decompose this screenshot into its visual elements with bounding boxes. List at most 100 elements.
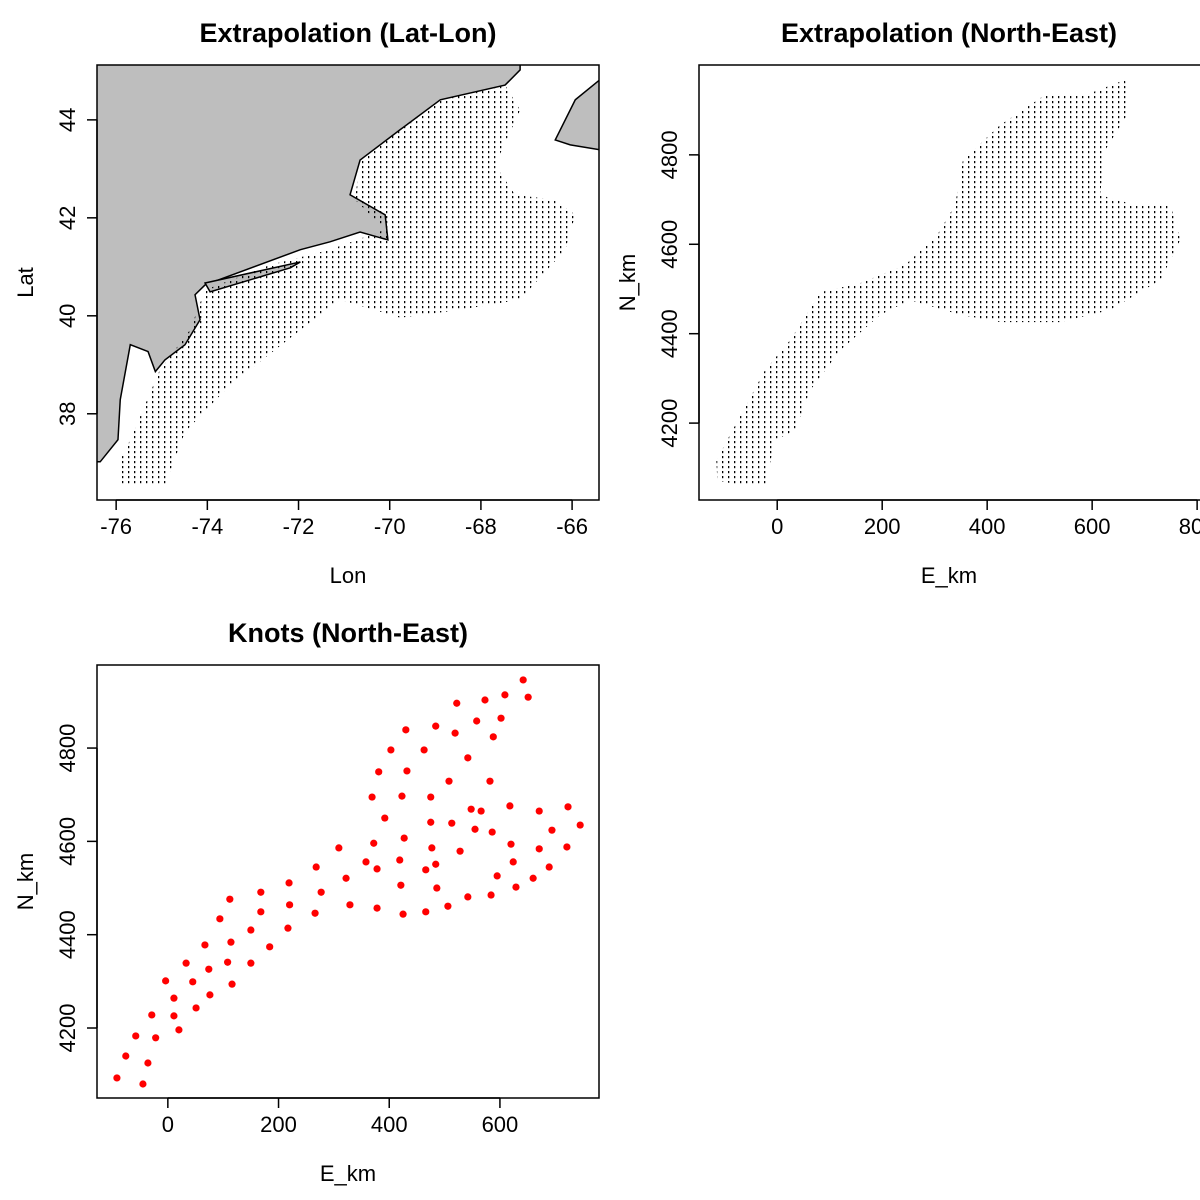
knot: [227, 938, 235, 946]
x-tick-label: -66: [556, 514, 588, 539]
plot-area: [716, 79, 1181, 486]
plot-area: [97, 65, 599, 485]
x-tick-label: -74: [191, 514, 223, 539]
knot: [144, 1059, 152, 1067]
chart-title: Knots (North-East): [228, 618, 468, 648]
knot: [286, 901, 294, 909]
x-tick-label: 200: [260, 1112, 297, 1137]
y-tick-label: 4600: [55, 817, 80, 866]
knot: [224, 958, 232, 966]
knot: [422, 908, 430, 916]
knot: [433, 884, 441, 892]
knot: [170, 1012, 178, 1020]
knot: [228, 980, 236, 988]
x-axis-title: E_km: [320, 1161, 376, 1186]
y-axis-title: N_km: [13, 853, 38, 910]
knot: [370, 839, 378, 847]
knot: [486, 777, 494, 785]
x-tick-label: 0: [162, 1112, 174, 1137]
knot: [247, 926, 255, 934]
knot: [420, 746, 428, 754]
x-tick-label: 800: [1179, 514, 1200, 539]
knot: [427, 793, 435, 801]
x-tick-label: 400: [969, 514, 1006, 539]
knot: [512, 883, 520, 891]
x-tick-label: 200: [864, 514, 901, 539]
y-tick-label: 40: [55, 304, 80, 328]
panel: 0 200 400 600 4200 4400 4600 4800 Knots (North-E…: [13, 618, 600, 1186]
knot: [535, 807, 543, 815]
x-tick-label: -70: [374, 514, 406, 539]
knot: [162, 977, 170, 985]
plot-area: [113, 676, 584, 1088]
knot: [453, 699, 461, 707]
y-tick-label: 44: [55, 108, 80, 132]
knot: [477, 807, 485, 815]
knot: [206, 991, 214, 999]
knot: [317, 888, 325, 896]
knot: [471, 825, 479, 833]
knot: [148, 1011, 156, 1019]
knot: [284, 924, 292, 932]
x-tick-label: -76: [100, 514, 132, 539]
knot: [399, 910, 407, 918]
knot: [422, 866, 430, 874]
knot: [397, 881, 405, 889]
knot: [346, 901, 354, 909]
knot: [564, 803, 572, 811]
y-tick-label: 4800: [657, 130, 682, 179]
knot: [535, 845, 543, 853]
knot: [266, 943, 274, 951]
knot: [387, 746, 395, 754]
knot: [456, 847, 464, 855]
x-tick-label: 400: [371, 1112, 408, 1137]
knot: [489, 733, 497, 741]
knot: [373, 904, 381, 912]
knot: [381, 814, 389, 822]
knot: [182, 959, 190, 967]
knot: [139, 1080, 147, 1088]
knot: [152, 1034, 160, 1042]
knot: [396, 856, 404, 864]
knot: [400, 834, 408, 842]
knot: [368, 793, 376, 801]
knot: [451, 729, 459, 737]
knot: [113, 1074, 121, 1082]
knot: [448, 819, 456, 827]
knot: [432, 860, 440, 868]
knot: [373, 865, 381, 873]
knot: [519, 676, 527, 684]
knot: [444, 902, 452, 910]
knot: [122, 1052, 130, 1060]
y-axis-title: N_km: [615, 254, 640, 311]
knot: [524, 693, 532, 701]
knot: [335, 844, 343, 852]
knot: [342, 874, 350, 882]
extrapolation-region: [716, 79, 1181, 486]
knot: [189, 978, 197, 986]
knot: [548, 826, 556, 834]
knot: [205, 965, 213, 973]
knot: [398, 792, 406, 800]
y-tick-label: 4400: [55, 910, 80, 959]
knot: [175, 1026, 183, 1034]
knot: [362, 858, 370, 866]
chart-title: Extrapolation (North-East): [781, 18, 1117, 48]
knot: [507, 840, 515, 848]
x-axis-title: E_km: [921, 563, 977, 588]
x-tick-label: -72: [283, 514, 315, 539]
knot: [375, 768, 383, 776]
knot: [403, 767, 411, 775]
knot: [481, 696, 489, 704]
x-tick-label: 0: [771, 514, 783, 539]
knot: [563, 843, 571, 851]
knot: [445, 777, 453, 785]
x-tick-label: -68: [465, 514, 497, 539]
knot: [257, 888, 265, 896]
panel: 0 200 400 600 800 4200 4400 4600 4800 Extrapolati…: [615, 18, 1200, 588]
x-tick-label: 600: [482, 1112, 519, 1137]
knot: [464, 893, 472, 901]
knot: [467, 805, 475, 813]
x-tick-label: 600: [1074, 514, 1111, 539]
